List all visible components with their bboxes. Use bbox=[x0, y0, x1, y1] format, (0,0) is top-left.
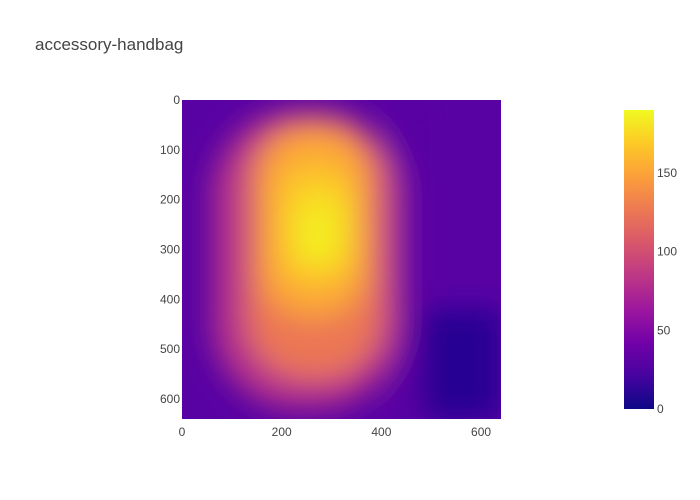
x-tick-label: 0 bbox=[179, 425, 186, 439]
y-tick-label: 400 bbox=[160, 292, 180, 306]
y-tick-label: 0 bbox=[173, 93, 180, 107]
x-tick-label: 400 bbox=[371, 425, 391, 439]
colorbar-tick-label: 100 bbox=[657, 245, 677, 259]
y-axis: 0 100 200 300 400 500 600 bbox=[160, 93, 180, 406]
y-tick-label: 200 bbox=[160, 193, 180, 207]
y-tick-label: 300 bbox=[160, 243, 180, 257]
y-tick-label: 500 bbox=[160, 342, 180, 356]
colorbar-tick-label: 0 bbox=[657, 402, 664, 416]
heatmap-region bbox=[421, 309, 501, 419]
y-tick-label: 600 bbox=[160, 392, 180, 406]
heatmap-region bbox=[306, 224, 327, 250]
x-tick-label: 200 bbox=[272, 425, 292, 439]
colorbar-tick-label: 150 bbox=[657, 166, 677, 180]
heatmap-cells bbox=[211, 100, 501, 419]
colorbar-tick-label: 50 bbox=[657, 323, 671, 337]
chart-title: accessory-handbag bbox=[35, 35, 183, 54]
colorbar: 0 50 100 150 bbox=[624, 110, 677, 416]
colorbar-gradient-bar bbox=[624, 110, 654, 409]
x-tick-label: 600 bbox=[471, 425, 491, 439]
y-tick-label: 100 bbox=[160, 143, 180, 157]
heatmap-plot-area bbox=[182, 100, 501, 419]
x-axis: 0 200 400 600 bbox=[179, 425, 492, 439]
colorbar-ticks: 0 50 100 150 bbox=[657, 166, 677, 416]
